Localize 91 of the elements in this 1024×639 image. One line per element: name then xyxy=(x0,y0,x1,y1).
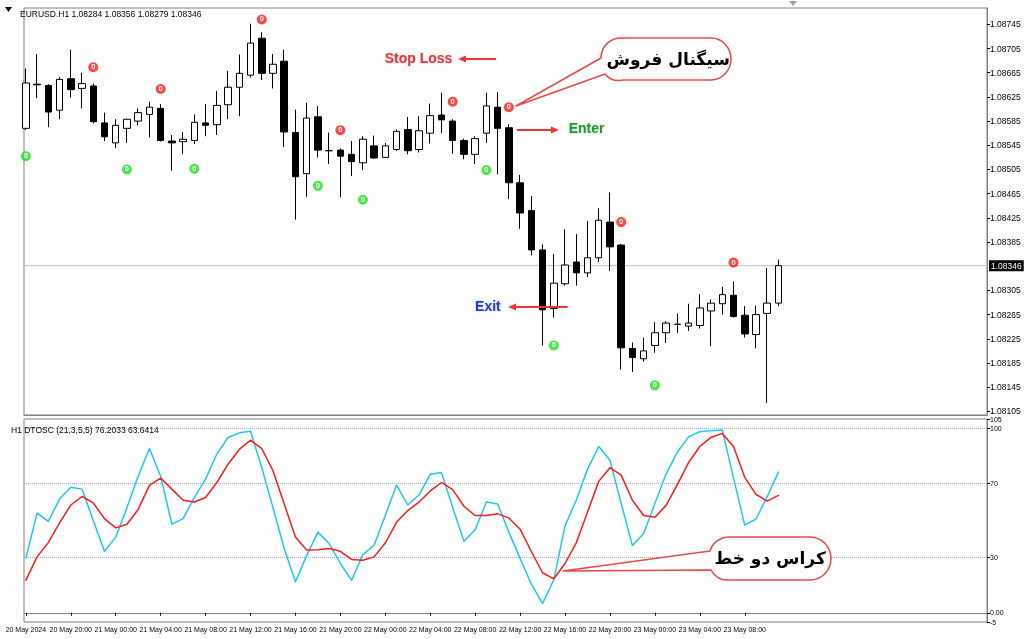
candlestick xyxy=(483,92,490,144)
candlestick xyxy=(213,90,221,136)
candlestick xyxy=(561,228,569,287)
candlestick xyxy=(539,243,546,346)
candlestick xyxy=(730,280,737,319)
y-tick-label: 1.08265 xyxy=(990,309,1021,320)
candlestick xyxy=(674,312,681,334)
candlestick xyxy=(393,129,400,152)
candlestick xyxy=(179,131,187,155)
y-tick-label: 1.08305 xyxy=(990,285,1021,296)
candlestick xyxy=(78,72,86,109)
candlestick xyxy=(314,105,322,158)
candlestick xyxy=(763,267,771,404)
y-tick-label: 1.08225 xyxy=(990,333,1021,344)
candlestick xyxy=(617,243,625,371)
candlestick xyxy=(606,191,614,272)
y-tick-label: 1.08145 xyxy=(990,382,1021,393)
candlestick xyxy=(662,320,670,344)
candlestick xyxy=(303,102,310,198)
candlestick xyxy=(90,83,97,125)
candlestick xyxy=(157,103,164,143)
candlestick xyxy=(584,220,591,278)
candlestick xyxy=(404,116,412,155)
candlestick xyxy=(460,138,468,160)
y-tick-label: 1.08705 xyxy=(990,43,1021,54)
candlestick xyxy=(269,53,277,89)
y-tick-label: 1.08185 xyxy=(990,357,1021,368)
candlestick xyxy=(426,103,434,144)
candlestick xyxy=(516,174,524,230)
candlestick xyxy=(471,135,479,165)
y-tick-label: 1.08505 xyxy=(990,164,1021,175)
candlestick xyxy=(651,321,659,354)
chart-title: EURUSD.H1 1.08284 1.08356 1.08279 1.08346 xyxy=(20,8,202,19)
y-tick-label: 1.08585 xyxy=(990,116,1021,127)
candlestick xyxy=(67,49,75,98)
annotation: Enter xyxy=(568,120,605,137)
candlestick xyxy=(247,23,254,79)
candlestick xyxy=(348,140,355,177)
candlestick xyxy=(382,142,389,159)
candlestick xyxy=(280,49,288,148)
candlestick xyxy=(370,135,378,160)
candlestick xyxy=(146,101,153,138)
candlestick xyxy=(752,305,760,349)
y-tick-label: 1.08545 xyxy=(990,140,1021,151)
text: H1 DTOSC (21,3,5,5) 76.2033 63.6414 xyxy=(11,424,160,435)
candlestick xyxy=(685,303,692,332)
candlestick xyxy=(258,31,266,81)
candlestick xyxy=(494,91,501,175)
y-tick-label: 1.08425 xyxy=(990,212,1021,223)
y-tick-label: 1.08665 xyxy=(990,67,1021,78)
y-tick-label: 1.08745 xyxy=(990,19,1021,30)
y-tick-label: 1.08465 xyxy=(990,188,1021,199)
annotation: Exit xyxy=(475,298,501,315)
y-tick-label: 1.08625 xyxy=(990,91,1021,102)
candlestick xyxy=(629,341,636,373)
annotation: Stop Loss xyxy=(384,50,453,67)
candlestick xyxy=(191,113,198,145)
candlestick xyxy=(573,233,580,287)
candlestick xyxy=(292,109,299,221)
candlestick xyxy=(707,298,715,347)
candlestick xyxy=(33,53,41,99)
candlestick xyxy=(236,54,243,117)
candlestick xyxy=(123,118,131,144)
annotation: کراس دو خط xyxy=(714,547,826,568)
candlestick xyxy=(415,115,423,154)
candlestick xyxy=(719,286,726,316)
candlestick xyxy=(696,293,704,330)
candlestick xyxy=(168,134,176,172)
candlestick xyxy=(45,83,52,128)
candlestick xyxy=(134,107,142,126)
candlestick xyxy=(775,259,782,307)
candlestick xyxy=(438,92,445,134)
candlestick xyxy=(359,135,367,171)
candlestick xyxy=(224,70,232,120)
candlestick xyxy=(449,118,456,155)
candlestick xyxy=(337,147,344,198)
candlestick xyxy=(741,305,749,339)
candlestick xyxy=(595,207,602,263)
ref-line-label: 1.08346 xyxy=(991,260,1022,271)
y-tick-label: 1.08105 xyxy=(990,406,1021,417)
candlestick xyxy=(640,337,647,363)
candlestick xyxy=(325,132,333,165)
annotation: سیگنال فروش xyxy=(606,48,730,69)
candlestick xyxy=(528,195,535,256)
candlestick xyxy=(56,76,63,120)
candlestick xyxy=(505,123,513,200)
candlestick xyxy=(550,253,558,319)
y-tick-label: 1.08385 xyxy=(990,237,1021,248)
candlestick xyxy=(101,112,108,142)
candlestick xyxy=(202,103,209,137)
candlestick xyxy=(112,118,119,149)
